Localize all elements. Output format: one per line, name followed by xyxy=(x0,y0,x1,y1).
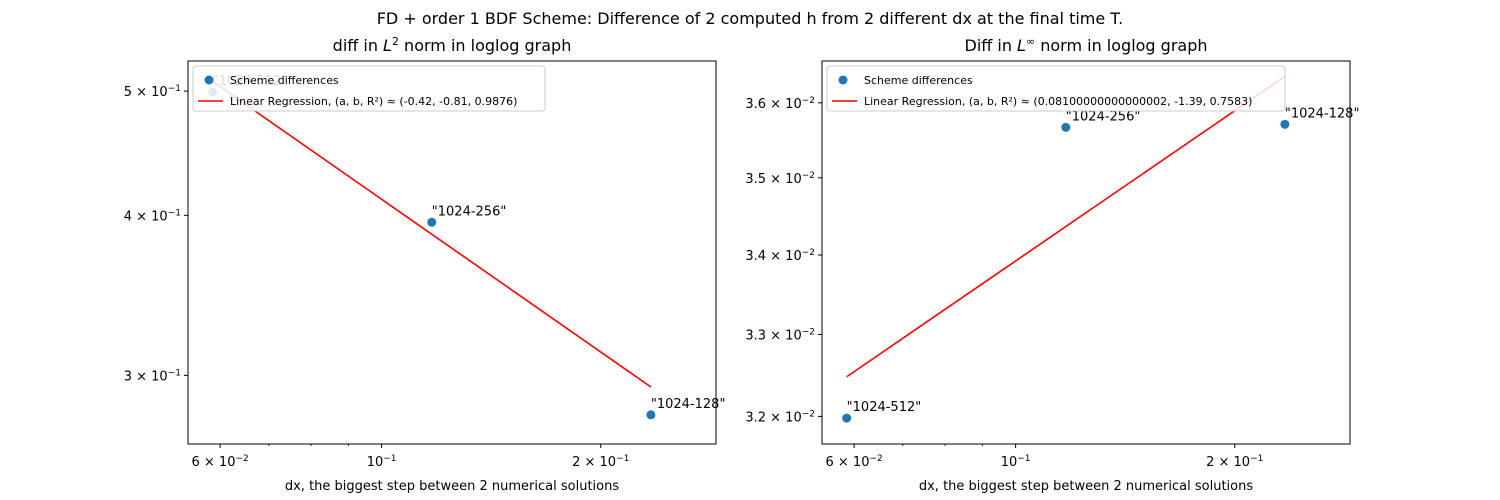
y-tick-label-base: 3 × 10 xyxy=(124,369,168,384)
legend-box xyxy=(192,65,546,112)
y-tick-label: 3.2 × 10−2 xyxy=(745,409,815,425)
legend-box xyxy=(826,65,1286,112)
legend-label: Scheme differences xyxy=(230,74,339,87)
y-tick-label: 5 × 10−1 xyxy=(124,84,181,100)
y-tick-label: 3.6 × 10−2 xyxy=(745,96,815,112)
y-tick-label-base: 3.3 × 10 xyxy=(745,328,801,343)
x-tick-label-base: 2 × 10 xyxy=(1206,455,1250,470)
x-tick-label: 6 × 10−2 xyxy=(192,454,249,470)
x-tick-label: 2 × 10−1 xyxy=(1206,454,1263,470)
data-point xyxy=(1280,119,1290,129)
y-tick-label-exp: −2 xyxy=(802,409,815,419)
y-tick-label-exp: −2 xyxy=(802,327,815,337)
y-tick-label: 3.3 × 10−2 xyxy=(745,327,815,343)
y-tick-label-exp: −2 xyxy=(802,248,815,258)
y-tick-label-exp: −2 xyxy=(802,171,815,181)
y-tick-label-base: 3.2 × 10 xyxy=(745,410,801,425)
x-tick-label-exp: −2 xyxy=(235,454,248,464)
y-tick-label-exp: −1 xyxy=(168,208,181,218)
x-tick-label: 10−1 xyxy=(367,454,397,470)
chart-title-suffix: norm in loglog graph xyxy=(1035,36,1207,55)
chart-title-math: L xyxy=(383,36,392,55)
chart-title-sup: ∞ xyxy=(1026,35,1035,48)
chart-title-suffix: norm in loglog graph xyxy=(399,36,571,55)
y-tick-label: 3 × 10−1 xyxy=(124,368,181,384)
chart-title: Diff in L∞ norm in loglog graph xyxy=(965,35,1208,56)
point-label: "1024-256" xyxy=(1066,109,1141,124)
legend-label: Scheme differences xyxy=(864,74,973,87)
chart-linf-norm: Diff in L∞ norm in loglog graph dx, the b… xyxy=(745,35,1359,495)
x-tick-label-base: 6 × 10 xyxy=(192,455,236,470)
x-tick-label-exp: −1 xyxy=(616,454,629,464)
x-tick-label-base: 10 xyxy=(1001,455,1018,470)
x-tick-label-exp: −1 xyxy=(383,454,396,464)
data-point xyxy=(427,217,437,227)
chart-title-prefix: diff in xyxy=(333,36,383,55)
y-tick-label: 3.5 × 10−2 xyxy=(745,171,815,187)
x-tick-label: 10−1 xyxy=(1001,454,1031,470)
y-tick-label-exp: −2 xyxy=(802,96,815,106)
chart-title-prefix: Diff in xyxy=(965,36,1018,55)
y-tick-label-exp: −1 xyxy=(168,84,181,94)
y-tick-label-base: 4 × 10 xyxy=(124,209,168,224)
y-tick-label-exp: −1 xyxy=(168,368,181,378)
plot-frame xyxy=(821,60,1351,445)
legend-marker-scheme-differences xyxy=(838,75,848,85)
legend-label: Linear Regression, (a, b, R²) ≈ (0.08100… xyxy=(864,95,1252,108)
regression-line xyxy=(212,80,652,388)
x-tick-label-exp: −1 xyxy=(1250,454,1263,464)
y-tick-label-base: 3.5 × 10 xyxy=(745,172,801,187)
regression-line xyxy=(846,75,1286,378)
legend: Scheme differences Linear Regression, (a,… xyxy=(192,65,546,112)
y-tick-label: 4 × 10−1 xyxy=(124,208,181,224)
y-tick-label-base: 3.6 × 10 xyxy=(745,97,801,112)
point-label: "1024-128" xyxy=(1285,106,1360,121)
x-tick-label-exp: −2 xyxy=(869,454,882,464)
x-tick-label: 2 × 10−1 xyxy=(572,454,629,470)
x-tick-label: 6 × 10−2 xyxy=(826,454,883,470)
legend-marker-scheme-differences xyxy=(204,75,214,85)
point-label: "1024-512" xyxy=(847,400,922,415)
legend: Scheme differences Linear Regression, (a,… xyxy=(826,65,1286,112)
y-tick-label: 3.4 × 10−2 xyxy=(745,248,815,264)
chart-l2-norm: diff in L2 norm in loglog graph dx, the b… xyxy=(124,35,726,495)
point-label: "1024-256" xyxy=(432,204,507,219)
chart-title-sup: 2 xyxy=(392,35,399,48)
x-tick-label-base: 10 xyxy=(367,455,384,470)
x-tick-label-base: 6 × 10 xyxy=(826,455,870,470)
figure-suptitle: FD + order 1 BDF Scheme: Difference of 2… xyxy=(377,9,1124,28)
chart-title-math: L xyxy=(1017,36,1026,55)
x-tick-label-exp: −1 xyxy=(1017,454,1030,464)
legend-label: Linear Regression, (a, b, R²) ≈ (-0.42, … xyxy=(230,95,517,108)
y-tick-label-base: 5 × 10 xyxy=(124,85,168,100)
y-tick-label-base: 3.4 × 10 xyxy=(745,249,801,264)
plot-frame xyxy=(187,60,717,445)
point-label: "1024-128" xyxy=(651,397,726,412)
x-axis-label: dx, the biggest step between 2 numerical… xyxy=(285,479,619,494)
x-axis-label: dx, the biggest step between 2 numerical… xyxy=(919,479,1253,494)
chart-title: diff in L2 norm in loglog graph xyxy=(333,35,572,56)
x-tick-label-base: 2 × 10 xyxy=(572,455,616,470)
data-point xyxy=(842,413,852,423)
data-point xyxy=(1061,122,1071,132)
data-point xyxy=(646,410,656,420)
